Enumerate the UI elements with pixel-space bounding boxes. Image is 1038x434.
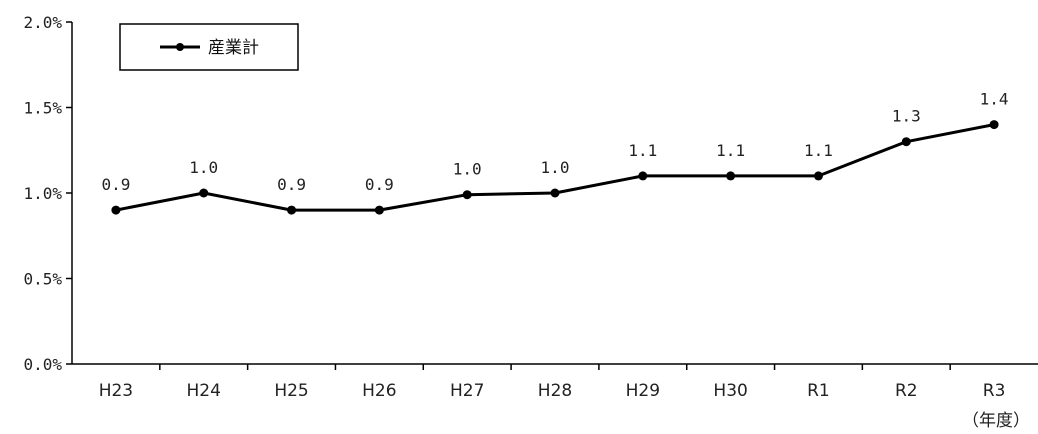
y-tick-label: 1.0% (23, 184, 62, 203)
legend-label: 産業計 (208, 38, 259, 58)
data-label: 0.9 (101, 175, 130, 194)
y-tick-label: 0.5% (23, 270, 62, 289)
y-tick-labels: 0.0% 0.5% 1.0% 1.5% 2.0% (23, 13, 62, 374)
y-tick-label: 2.0% (23, 13, 62, 32)
legend-box (119, 23, 299, 71)
data-point (374, 205, 384, 215)
data-label: 1.1 (804, 141, 833, 160)
data-label: 1.0 (453, 160, 482, 179)
data-label: 0.9 (277, 175, 306, 194)
x-tick-label: H30 (713, 381, 747, 401)
data-point (287, 205, 297, 215)
data-point (550, 188, 560, 198)
x-tick-label: R3 (983, 381, 1006, 401)
legend-marker-swatch (176, 43, 184, 51)
x-tick-label: R1 (807, 381, 830, 401)
x-tick-label: H23 (99, 381, 133, 401)
x-tick-label: H29 (626, 381, 660, 401)
x-tick-label: H27 (450, 381, 484, 401)
x-tick-label: H28 (538, 381, 572, 401)
data-point (989, 120, 999, 130)
y-tick-label: 0.0% (23, 355, 62, 374)
x-tick-labels: H23 H24 H25 H26 H27 H28 H29 H30 R1 R2 R3 (99, 381, 1006, 401)
data-point (199, 188, 209, 198)
data-label: 1.0 (189, 158, 218, 177)
data-point (901, 137, 911, 147)
data-label: 1.3 (892, 107, 921, 126)
data-points (111, 120, 999, 215)
legend: 産業計 (119, 23, 299, 71)
y-tick-label: 1.5% (23, 99, 62, 118)
axes (66, 21, 1038, 370)
x-tick-label: H25 (274, 381, 308, 401)
data-label: 0.9 (365, 175, 394, 194)
data-label: 1.1 (716, 141, 745, 160)
x-tick-label: H26 (362, 381, 396, 401)
data-point (813, 171, 823, 181)
data-point (638, 171, 648, 181)
data-label: 1.1 (628, 141, 657, 160)
data-point (726, 171, 736, 181)
x-unit-label: （年度） (962, 411, 1030, 431)
x-tick-label: R2 (895, 381, 918, 401)
x-tick-label: H24 (187, 381, 221, 401)
data-label: 1.4 (980, 90, 1009, 109)
data-labels: 0.9 1.0 0.9 0.9 1.0 1.0 1.1 1.1 1.1 1.3 1.4 (101, 90, 1008, 195)
data-point (111, 205, 121, 215)
data-label: 1.0 (541, 158, 570, 177)
data-point (462, 190, 472, 200)
